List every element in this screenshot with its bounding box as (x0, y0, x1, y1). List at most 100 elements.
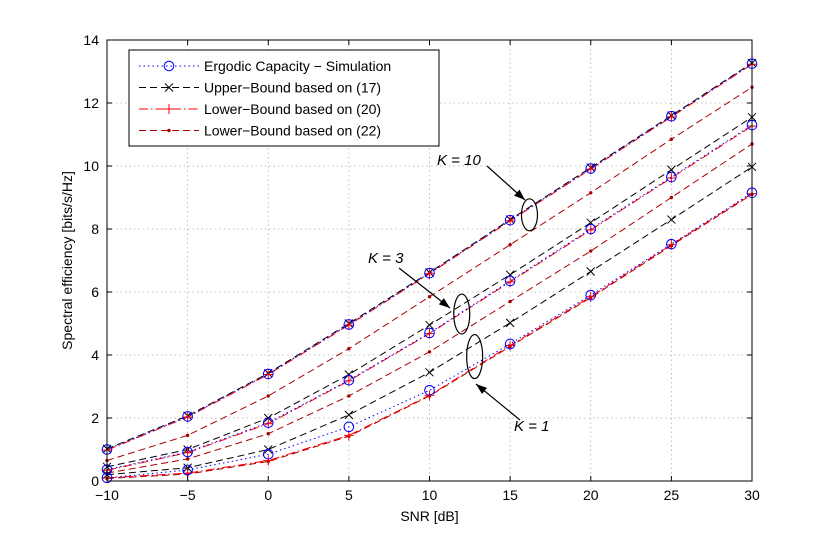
y-tick-label: 10 (83, 158, 99, 174)
x-tick-label: −5 (180, 487, 196, 503)
data-point (344, 410, 354, 420)
data-point (666, 111, 677, 122)
data-point (182, 446, 193, 458)
y-tick-label: 0 (91, 473, 99, 489)
marker-stroke (425, 367, 434, 377)
data-point (262, 417, 274, 429)
data-point (666, 238, 677, 250)
annotations: K = 10 K = 3 K = 1 (368, 152, 549, 435)
data-point (266, 394, 270, 398)
legend: Ergodic Capacity − Simulation Upper−Bound… (128, 49, 440, 147)
data-point (589, 191, 593, 195)
data-point (508, 243, 512, 247)
data-point (185, 457, 190, 461)
data-point (585, 223, 597, 235)
series-line (106, 63, 753, 450)
data-point (667, 215, 676, 224)
data-point (666, 172, 677, 183)
data-point (263, 418, 274, 429)
series-line (106, 192, 753, 479)
marker-stroke (667, 215, 676, 224)
data-point (666, 110, 677, 122)
data-point (666, 171, 677, 183)
x-axis-label: SNR [dB] (400, 508, 458, 524)
data-point (505, 318, 515, 328)
data-point (164, 83, 174, 92)
data-point (505, 215, 516, 226)
annotation-ellipse (520, 198, 539, 232)
legend-label: Lower−Bound based on (20) (204, 101, 381, 117)
data-point (424, 384, 435, 396)
series-k3-lower22 (105, 142, 754, 475)
y-axis-label: Spectral efficiency [bits/s/Hz] (59, 171, 75, 350)
y-tick-label: 2 (91, 410, 99, 426)
data-point (427, 350, 432, 354)
data-point (263, 455, 274, 466)
data-point (343, 421, 355, 433)
series-line (106, 124, 753, 471)
y-tick-label: 12 (83, 95, 99, 111)
data-point (504, 275, 516, 287)
data-point (669, 137, 674, 141)
data-point (183, 463, 192, 473)
annotation-arrow-head (438, 298, 450, 308)
data-point (424, 327, 435, 339)
legend-entry-lower22: Lower−Bound based on (22) (139, 123, 381, 139)
series-line (106, 166, 753, 476)
data-point (585, 289, 597, 301)
x-tick-label: 30 (744, 487, 760, 503)
data-point (666, 239, 677, 250)
ticks: −10 −5 0 5 10 15 20 25 30 0 2 4 6 8 10 12 14 (83, 32, 760, 503)
y-tick-label: 6 (91, 284, 99, 300)
legend-label: Lower−Bound based on (22) (204, 123, 381, 139)
x-tick-label: 15 (502, 487, 518, 503)
data-point (347, 394, 351, 398)
annotation-ellipse (453, 293, 471, 335)
data-point (424, 328, 435, 339)
data-point (589, 249, 593, 253)
data-point (347, 347, 351, 351)
legend-label: Ergodic Capacity − Simulation (204, 58, 391, 74)
data-point (504, 214, 516, 226)
data-point (163, 60, 175, 72)
data-point (344, 370, 354, 379)
data-point (343, 319, 355, 330)
data-point (182, 447, 193, 458)
marker-stroke (183, 463, 192, 473)
data-point (266, 432, 270, 436)
annotation-arrow-head (476, 384, 488, 395)
data-point (343, 320, 354, 331)
marker-stroke (425, 320, 434, 330)
data-point (504, 338, 516, 350)
legend-entry-upper: Upper−Bound based on (17) (139, 80, 381, 96)
annotation-arrow-head (514, 189, 525, 200)
marker-stroke (344, 370, 354, 379)
x-tick-label: 20 (583, 487, 599, 503)
data-point (585, 224, 596, 235)
series-k3-lower20 (102, 120, 757, 476)
data-point (425, 320, 434, 330)
series-k10-lower22 (105, 85, 754, 463)
marker-stroke (344, 410, 354, 420)
data-point (424, 268, 435, 279)
legend-entry-lower20: Lower−Bound based on (20) (139, 101, 381, 117)
legend-label: Upper−Bound based on (17) (204, 80, 381, 96)
x-tick-label: 5 (345, 487, 353, 503)
y-tick-label: 8 (91, 221, 99, 237)
marker-stroke (164, 83, 174, 92)
x-tick-label: 10 (422, 487, 438, 503)
data-point (586, 267, 596, 276)
x-tick-label: 0 (264, 487, 272, 503)
annotation-k-3: K = 3 (368, 250, 471, 335)
data-point (262, 368, 274, 380)
annotation-label: K = 10 (437, 152, 481, 169)
data-point (182, 412, 193, 423)
data-point (427, 295, 432, 299)
data-point (424, 267, 435, 279)
annotation-label: K = 3 (368, 250, 404, 267)
data-point (185, 433, 190, 438)
y-tick-label: 4 (91, 347, 99, 363)
data-point (343, 374, 355, 386)
marker-stroke (505, 318, 515, 328)
